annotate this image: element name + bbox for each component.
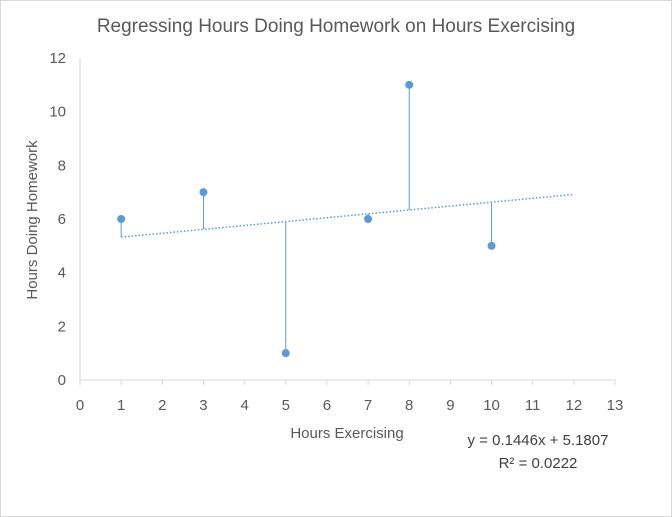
y-tick-label: 12 <box>49 50 66 67</box>
data-points <box>117 80 496 358</box>
trendline <box>121 193 574 238</box>
x-tick-label: 4 <box>240 397 248 414</box>
x-tick-label: 11 <box>525 397 541 414</box>
data-point <box>405 80 414 89</box>
x-tick-label: 10 <box>483 397 500 414</box>
data-point <box>281 349 290 358</box>
data-point <box>487 241 496 250</box>
residual-lines <box>120 84 493 354</box>
x-tick-labels: 0 1 2 3 4 5 6 7 8 9 10 11 12 13 <box>76 380 624 414</box>
y-axis-title: Hours Doing Homework <box>24 140 41 300</box>
data-point <box>364 215 373 223</box>
y-tick-label: 8 <box>58 157 66 174</box>
x-tick-label: 7 <box>364 397 372 414</box>
x-tick-label: 2 <box>158 397 166 414</box>
trendline-equation: y = 0.1446x + 5.1807 <box>468 432 609 449</box>
y-tick-label: 2 <box>58 318 66 335</box>
x-tick-label: 8 <box>405 397 413 414</box>
trendline-group <box>121 193 574 238</box>
x-axis-title: Hours Exercising <box>290 425 403 442</box>
y-tick-label: 6 <box>58 211 66 228</box>
x-tick-label: 9 <box>446 397 454 414</box>
x-tick-label: 12 <box>566 397 583 414</box>
y-tick-label: 0 <box>58 372 66 389</box>
x-tick-label: 13 <box>607 397 624 414</box>
chart-title: Regressing Hours Doing Homework on Hours… <box>97 16 575 37</box>
x-tick-label: 1 <box>117 397 125 414</box>
x-tick-label: 5 <box>282 397 290 414</box>
x-tick-label: 0 <box>76 397 84 414</box>
axes <box>79 58 615 381</box>
y-tick-labels: 0 2 4 6 8 10 12 <box>49 50 66 389</box>
y-tick-label: 10 <box>49 104 66 121</box>
y-tick-label: 4 <box>58 265 66 282</box>
data-point <box>199 188 208 197</box>
x-tick-label: 6 <box>323 397 331 414</box>
trendline-r-squared: R² = 0.0222 <box>499 455 578 472</box>
data-point <box>117 215 126 223</box>
x-tick-label: 3 <box>199 397 207 414</box>
